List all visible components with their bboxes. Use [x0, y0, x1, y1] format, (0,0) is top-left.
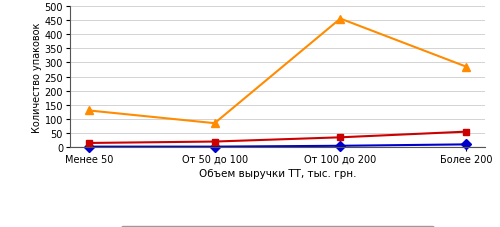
Минимальное	[86, 146, 92, 148]
Максимальное	[212, 122, 218, 125]
Line: Минимальное: Минимальное	[86, 141, 469, 151]
Среднее	[463, 131, 469, 133]
Максимальное	[338, 18, 344, 21]
Line: Максимальное: Максимальное	[84, 15, 470, 128]
Y-axis label: Количество упаковок: Количество упаковок	[32, 22, 42, 132]
Legend: Минимальное, Среднее, Максимальное: Минимальное, Среднее, Максимальное	[121, 226, 434, 227]
Минимальное	[338, 145, 344, 148]
Среднее	[86, 142, 92, 145]
Максимальное	[86, 110, 92, 112]
X-axis label: Объем выручки ТТ, тыс. грн.: Объем выручки ТТ, тыс. грн.	[199, 169, 356, 178]
Минимальное	[463, 143, 469, 146]
Среднее	[338, 136, 344, 139]
Минимальное	[212, 146, 218, 148]
Максимальное	[463, 66, 469, 69]
Line: Среднее: Среднее	[86, 129, 469, 147]
Среднее	[212, 141, 218, 143]
